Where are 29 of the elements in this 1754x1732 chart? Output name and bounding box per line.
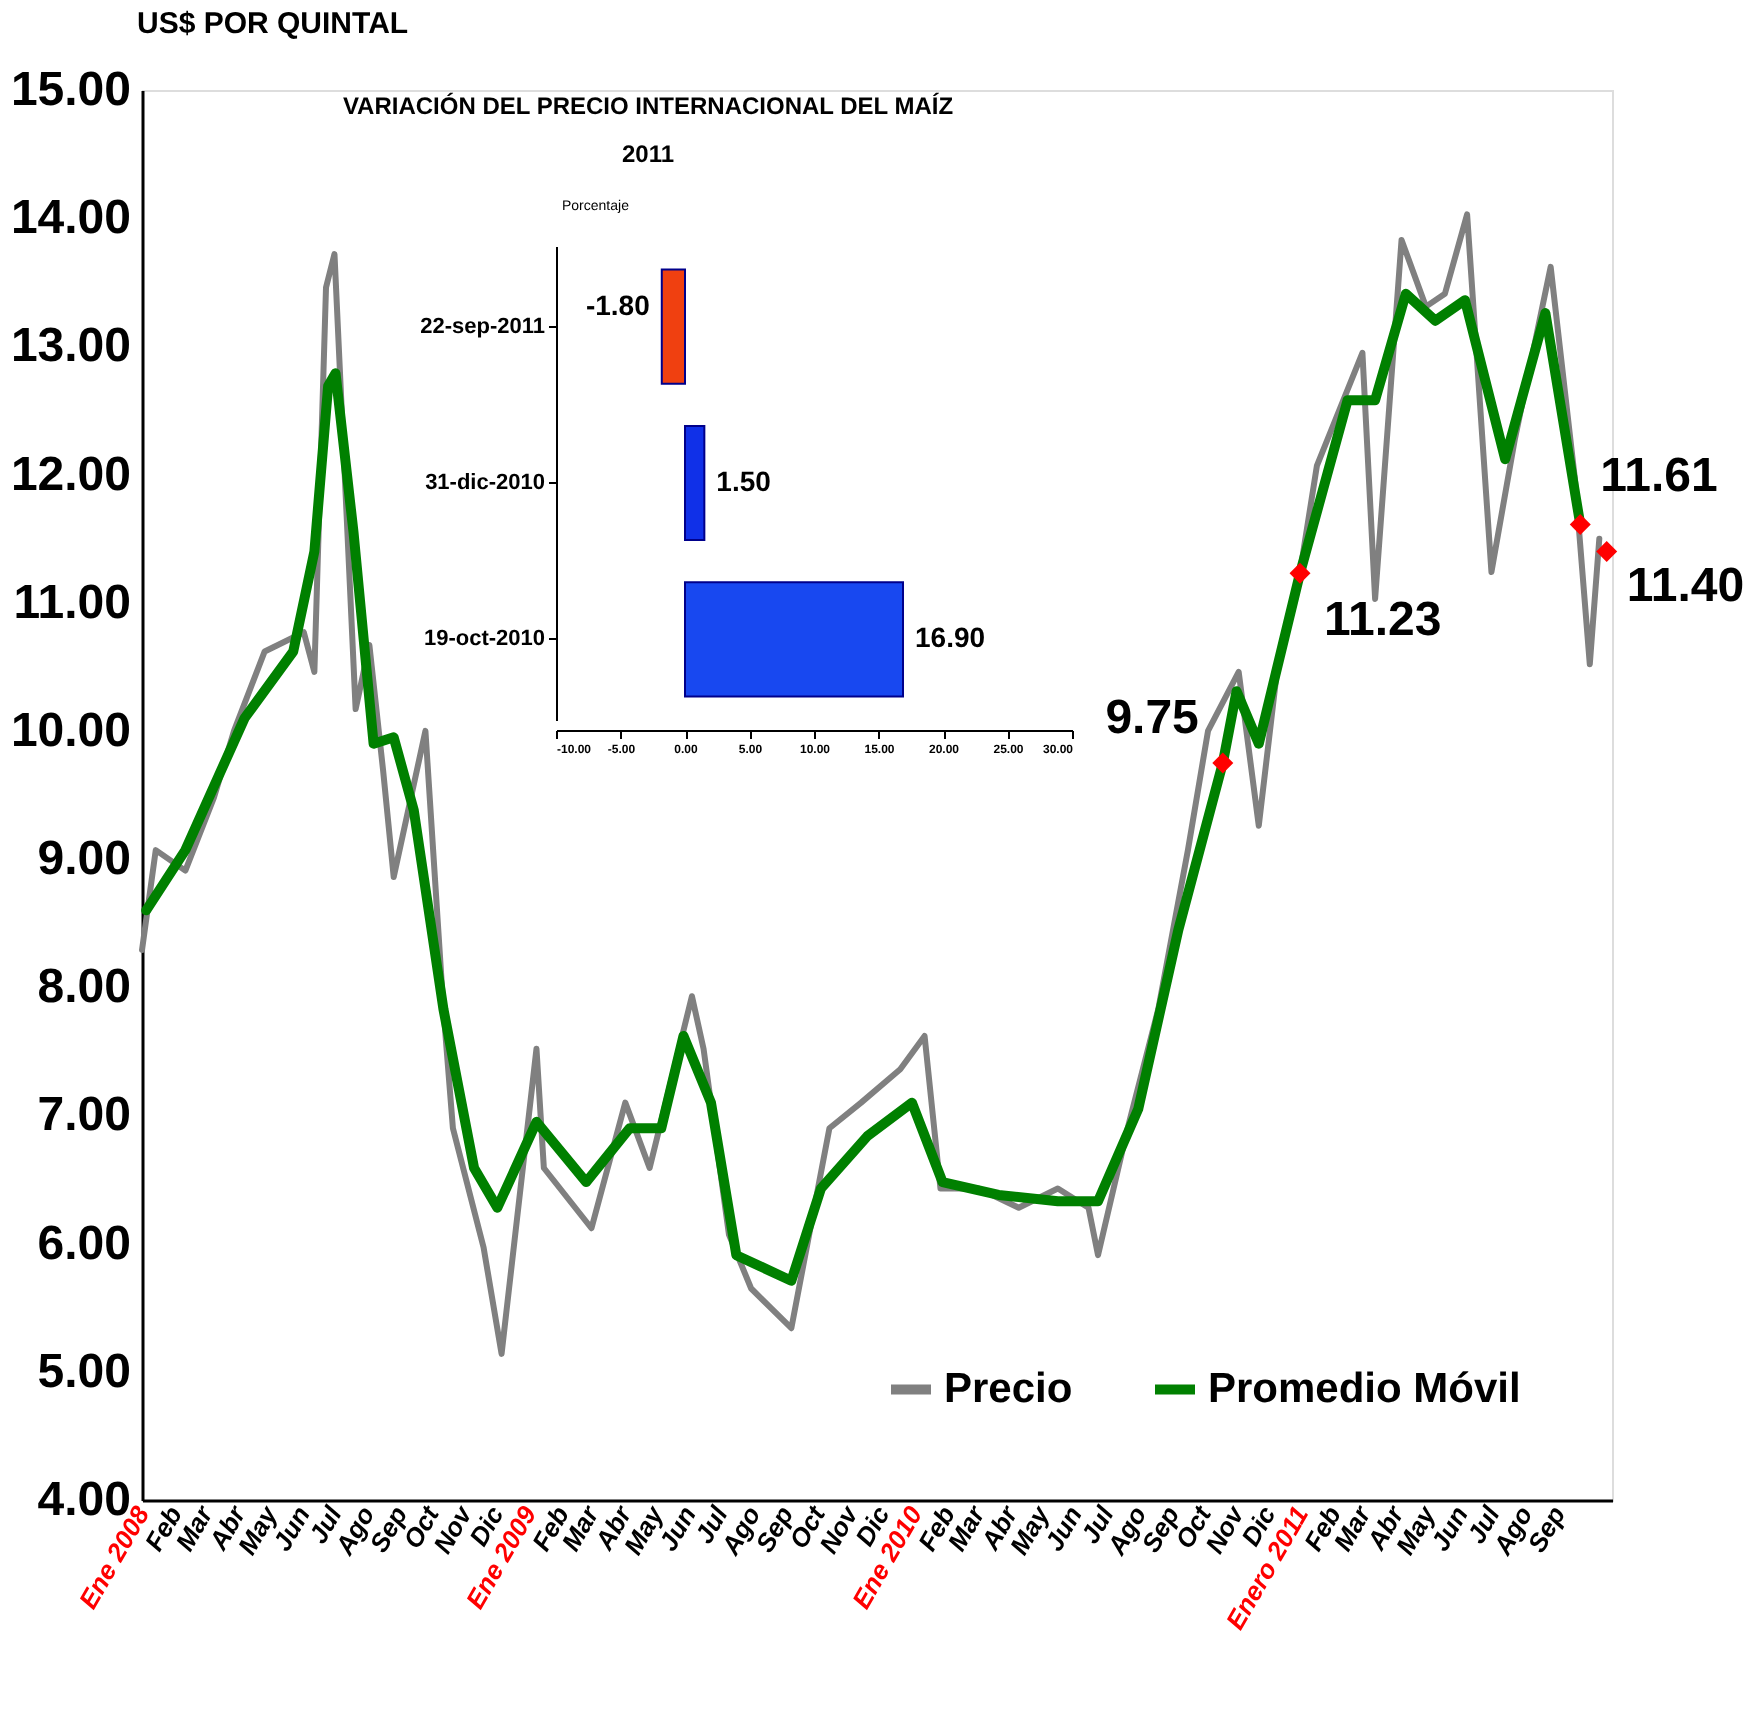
y-tick-label: 13.00: [10, 319, 131, 374]
y-tick-label: 22-sep-2011: [420, 314, 545, 339]
chart-subtitle: 2011: [621, 140, 675, 168]
point: [1596, 540, 1618, 562]
y-tick-label: 8.00: [37, 960, 131, 1015]
y-axis-title: US$ POR QUINTAL: [137, 7, 409, 41]
y-tick-label: 14.00: [10, 191, 131, 246]
y-tick-label: 5.00: [37, 1344, 131, 1399]
point: [1212, 752, 1234, 774]
chart-title: VARIACIÓN DEL PRECIO INTERNACIONAL DEL MAÍZ: [342, 92, 954, 120]
legend-label: Promedio Móvil: [1208, 1365, 1521, 1412]
annotation: 11.40: [1626, 559, 1745, 614]
y-tick-label: 12.00: [10, 447, 131, 502]
annotation: 11.61: [1600, 448, 1718, 503]
data-label: 16.90: [915, 621, 986, 654]
y-tick-label: 9.00: [37, 832, 131, 887]
point: [1569, 514, 1591, 536]
data-label: -1.80: [585, 288, 651, 321]
y-tick-label: 15.00: [10, 63, 131, 117]
y-tick-label: 7.00: [37, 1088, 131, 1143]
data-label: 1.50: [716, 465, 772, 497]
y-tick-label: 6.00: [37, 1216, 131, 1271]
point: [1289, 562, 1311, 584]
y-tick-label: 11.00: [13, 575, 131, 630]
legend-label: Precio: [944, 1365, 1073, 1412]
y-tick-label: 19-oct-2010: [423, 627, 545, 652]
y-tick-label: 31-dic-2010: [425, 471, 545, 495]
annotation: 11.23: [1324, 593, 1442, 648]
annotation: 9.75: [1105, 690, 1199, 745]
